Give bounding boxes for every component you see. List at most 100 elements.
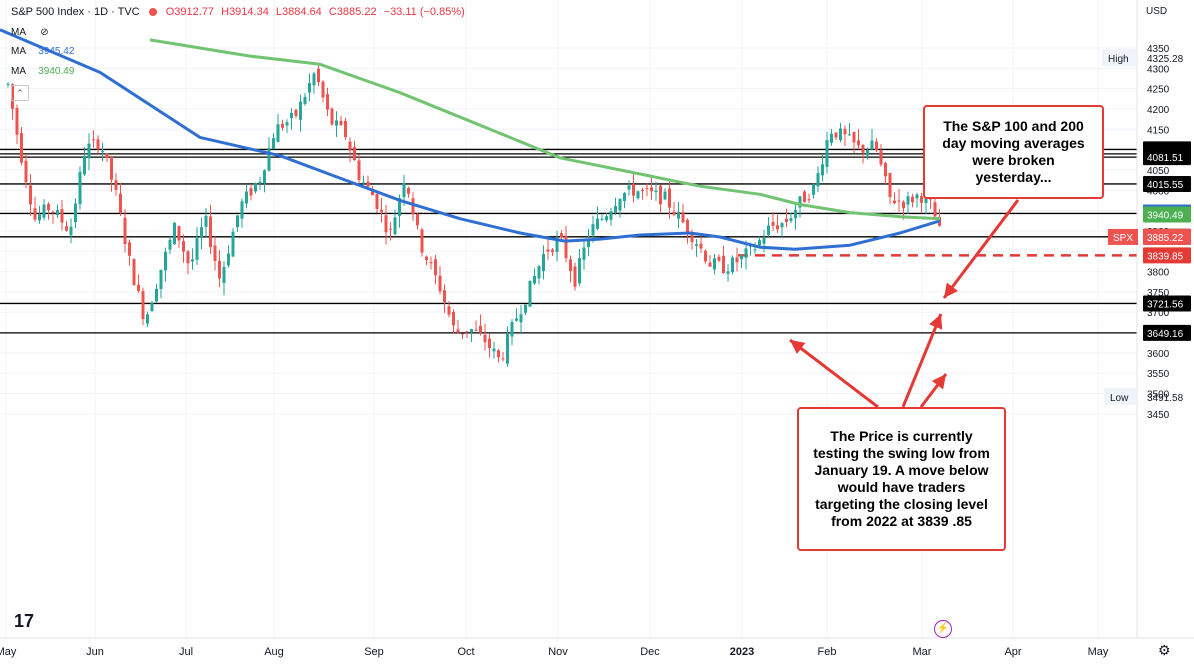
candle-body [560,233,563,238]
x-tick-label: Aug [264,646,284,658]
close-2022-tag: 3839.85 [1143,247,1191,264]
y-tick-label: 4150 [1147,125,1170,136]
candle-body [249,188,253,196]
x-tick-label: Feb [818,646,837,658]
eye-off-icon[interactable]: ⊘ [40,27,49,38]
candle-body [452,311,455,326]
candle-body [600,218,604,220]
collapse-icon[interactable]: ⌃ [11,85,29,101]
ohlc-open: O3912.77 [165,6,215,18]
currency-label[interactable]: USD [1146,6,1168,17]
candle-body [447,306,451,315]
price-tag-text: 3885.22 [1147,233,1184,244]
candle-body [213,245,217,261]
candle-body [434,259,437,276]
ma-100-line [0,28,941,251]
candle-body [20,133,23,163]
candle-body [218,260,221,279]
symbol-title[interactable]: S&P 500 Index · 1D · TVC [11,6,140,18]
candle-body [713,258,716,270]
candle-body [524,304,527,313]
candle-body [785,218,788,223]
candle-body [285,122,289,126]
arrow-to-close-level [919,373,948,408]
candle-body [173,222,176,245]
candle-body [915,194,919,199]
candle-body [195,238,199,260]
candle-body [177,226,181,241]
candle-body [267,148,271,171]
candle-body [875,141,878,151]
price-tag-text: 3721.56 [1147,299,1184,310]
candle-body [141,291,145,320]
candle-body [420,229,424,253]
candle-body [677,211,680,219]
candle-body [609,211,613,220]
candle-body [191,259,194,262]
settings-gear-icon[interactable]: ⚙ [1158,642,1171,658]
candle-body [852,132,856,143]
low-value: 3491.58 [1147,393,1184,404]
high-value: 4325.28 [1147,54,1184,65]
candle-body [645,187,649,189]
arrow-to-ma-cross [942,199,1020,299]
candle-body [425,256,428,261]
status-dot [148,8,157,17]
candle-body [357,160,361,180]
candle-body [794,209,797,219]
candle-body [461,333,464,335]
candle-body [375,193,379,209]
y-tick-label: 3550 [1147,369,1170,380]
ma-row-3[interactable]: MA 3940.49 [11,66,74,77]
high-label-bg [1102,49,1136,67]
price-tag-text: 4081.51 [1147,153,1184,164]
candle-body [308,82,311,93]
candle-body [393,217,397,235]
candle-body [222,266,226,284]
candle-body [29,185,32,205]
candle-body [78,171,82,205]
y-tick-label: 4250 [1147,85,1170,96]
candle-body [240,201,244,219]
timezone-icon[interactable]: ⚡ [934,620,952,638]
candle-body [519,314,523,323]
price-tag-text: 4015.55 [1147,180,1184,191]
candle-body [110,156,113,180]
candle-body [353,147,356,161]
ma-value: 3945.42 [38,46,75,57]
candle-body [146,314,149,324]
candle-body [870,140,874,150]
candle-body [744,248,748,258]
candle-body [380,209,383,212]
candle-body [150,302,154,312]
spx-symbol-tag: SPX [1108,228,1138,245]
candle-body [920,195,923,203]
price-tags: 4100.514089.494081.514015.553943.083885.… [1102,49,1191,405]
arrow-shaft [942,199,1020,299]
candle-body [119,193,122,213]
ma-row-1[interactable]: MA ⊘ [11,27,49,38]
candle-body [902,201,905,209]
arrow-shaft [901,313,943,408]
candle-body [533,275,536,284]
candle-body [587,238,590,247]
candle-body [830,133,833,143]
y-tick-label: 3800 [1147,268,1170,279]
y-tick-label: 3600 [1147,349,1170,360]
candle-body [101,151,104,153]
candle-body [510,322,514,337]
candle-body [105,153,109,158]
candle-body [731,257,734,273]
candle-body [200,227,203,239]
candle-body [42,204,46,218]
candle-body [605,216,608,221]
candle-body [236,215,239,228]
candle-body [695,244,698,246]
candle-body [659,185,662,205]
x-tick-label: 2023 [730,646,754,658]
ma-row-2[interactable]: MA 3945.42 [11,46,74,57]
candle-body [506,333,509,364]
candle-body [821,164,824,176]
y-tick-label: 4200 [1147,105,1170,116]
